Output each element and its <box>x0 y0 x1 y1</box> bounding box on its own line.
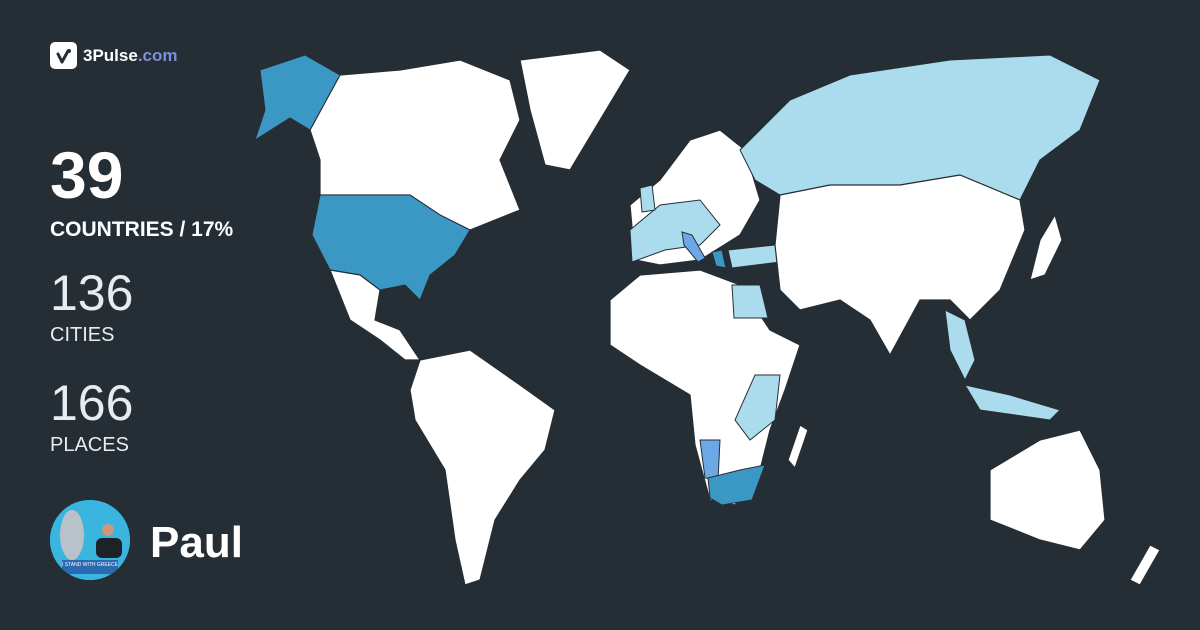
pulse-check-icon <box>50 42 77 69</box>
greece[interactable] <box>711 249 727 269</box>
places-stat: 166 PLACES <box>50 378 133 457</box>
avatar[interactable]: I STAND WITH GREECE <box>50 500 130 580</box>
south-america[interactable] <box>409 349 556 586</box>
countries-stat: 39 COUNTRIES / 17% <box>50 142 233 242</box>
new-zealand[interactable] <box>1129 544 1161 586</box>
madagascar[interactable] <box>787 424 809 470</box>
places-count: 166 <box>50 375 134 431</box>
cities-stat: 136 CITIES <box>50 268 133 347</box>
brand-logo[interactable]: 3Pulse.com <box>50 42 178 69</box>
italy[interactable] <box>681 231 706 263</box>
countries-count: 39 <box>50 138 124 212</box>
avatar-caption: I STAND WITH GREECE <box>62 562 119 568</box>
cities-count: 136 <box>50 265 134 321</box>
cities-label: CITIES <box>50 324 115 346</box>
user-name: Paul <box>150 518 243 567</box>
countries-label: COUNTRIES / 17% <box>50 218 234 241</box>
uk-ireland[interactable] <box>639 184 656 213</box>
egypt[interactable] <box>731 284 769 319</box>
africa[interactable] <box>609 269 801 506</box>
southeast-asia-visited[interactable] <box>944 309 976 382</box>
mexico-central-america[interactable] <box>329 269 422 361</box>
alaska[interactable] <box>254 54 341 142</box>
japan[interactable] <box>1029 213 1063 281</box>
south-africa[interactable] <box>707 464 766 506</box>
asia[interactable] <box>774 174 1026 357</box>
indonesia-visited[interactable] <box>963 384 1061 421</box>
turkey[interactable] <box>727 244 781 269</box>
brand-domain: .com <box>137 45 178 65</box>
east-africa-visited[interactable] <box>734 374 781 441</box>
places-label: PLACES <box>50 434 129 456</box>
russia[interactable] <box>739 54 1101 201</box>
greenland[interactable] <box>519 49 631 171</box>
brand-name: 3Pulse <box>83 45 138 65</box>
western-europe-visited[interactable] <box>629 199 721 263</box>
australia[interactable] <box>989 429 1106 551</box>
